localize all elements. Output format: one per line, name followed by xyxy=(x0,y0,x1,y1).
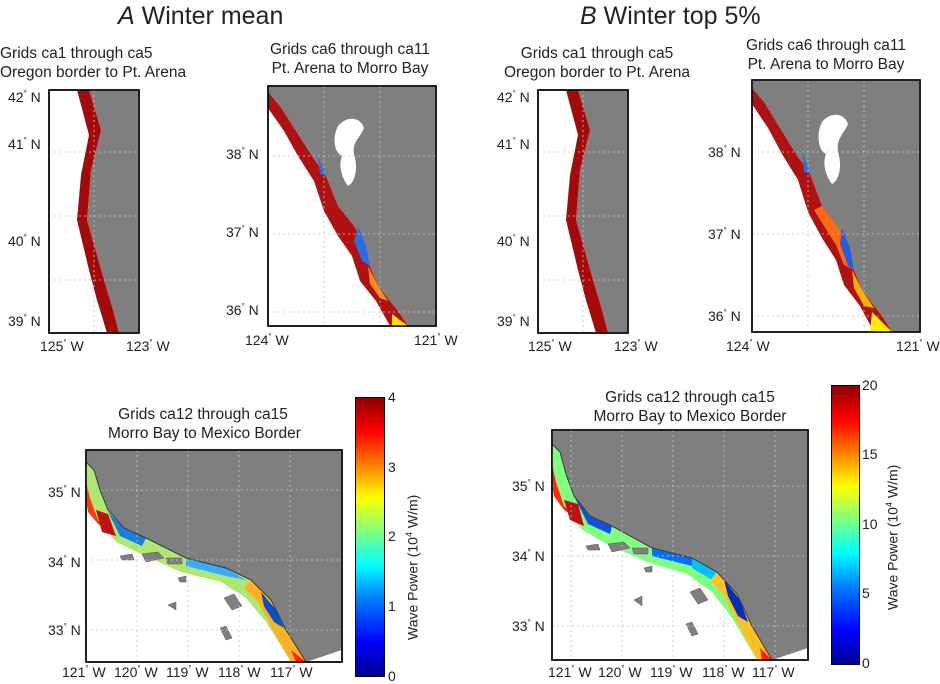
lon-tick: 120° W xyxy=(114,664,158,680)
lat-tick: 33° N xyxy=(512,618,545,634)
map-a-north xyxy=(48,89,140,334)
colorbar-tick: 20 xyxy=(862,377,878,393)
lon-tick: 121° W xyxy=(896,338,940,354)
land xyxy=(86,450,342,662)
title-line-2: Pt. Arena to Morro Bay xyxy=(271,60,429,77)
colorbar-tick: 1 xyxy=(388,598,396,614)
land xyxy=(84,90,139,333)
lat-tick: 36° N xyxy=(226,302,259,318)
lat-tick: 40° N xyxy=(497,233,530,249)
panel-a-south-title: Grids ca12 through ca15 Morro Bay to Mex… xyxy=(108,405,301,443)
map-a-south xyxy=(85,449,343,663)
land xyxy=(268,86,436,326)
lon-tick: 118° W xyxy=(218,664,261,680)
coast-shore xyxy=(551,443,773,661)
panel-b-south-title: Grids ca12 through ca15 Morro Bay to Mex… xyxy=(580,388,800,426)
header-a-letter: A xyxy=(118,2,135,30)
lon-tick: 123° W xyxy=(614,338,658,354)
colorbar-tick: 0 xyxy=(388,668,396,684)
lat-tick: 42° N xyxy=(497,89,530,105)
land xyxy=(552,430,808,660)
header-a: A Winter mean xyxy=(118,2,283,31)
lat-tick: 42° N xyxy=(8,89,41,105)
lat-tick: 38° N xyxy=(708,144,741,160)
title-line-1: Grids ca12 through ca15 xyxy=(605,389,775,406)
lon-tick: 120° W xyxy=(598,664,642,680)
panel-a-north-title: Grids ca1 through ca5 Oregon border to P… xyxy=(0,44,187,82)
map-a-central xyxy=(267,85,437,327)
lat-tick: 37° N xyxy=(226,224,259,240)
wave-band xyxy=(77,90,119,333)
colorbar-tick: 3 xyxy=(388,459,396,475)
colorbar-a-label: Wave Power (104 W/m) xyxy=(404,494,421,640)
map-b-south xyxy=(551,429,809,661)
colorbar-b xyxy=(831,385,860,665)
lon-tick: 123° W xyxy=(126,338,170,354)
title-line-2: Oregon border to Pt. Arena xyxy=(0,64,187,81)
lat-tick: 34° N xyxy=(48,554,81,570)
lat-tick: 33° N xyxy=(48,622,81,638)
lat-tick: 35° N xyxy=(512,478,545,494)
lat-tick: 36° N xyxy=(708,308,741,324)
title-line-2: Morro Bay to Mexico Border xyxy=(108,425,301,442)
lon-tick: 118° W xyxy=(702,664,745,680)
colorbar-tick: 10 xyxy=(862,516,878,532)
coast-shore xyxy=(85,461,307,663)
land xyxy=(573,90,628,333)
panel-b-central-title: Grids ca6 through ca11 Pt. Arena to Morr… xyxy=(738,36,914,74)
lon-tick: 121° W xyxy=(62,664,106,680)
colorbar-tick: 0 xyxy=(862,655,870,671)
title-line-1: Grids ca1 through ca5 xyxy=(0,45,153,62)
lon-tick: 119° W xyxy=(650,664,693,680)
bay xyxy=(334,118,364,186)
header-b-text: Winter top 5% xyxy=(603,2,761,30)
title-line-1: Grids ca1 through ca5 xyxy=(520,45,674,62)
panel-a-central-title: Grids ca6 through ca11 Pt. Arena to Morr… xyxy=(262,40,438,78)
lat-tick: 40° N xyxy=(8,233,41,249)
panel-b-north-title: Grids ca1 through ca5 Oregon border to P… xyxy=(492,44,702,82)
title-line-2: Oregon border to Pt. Arena xyxy=(503,64,691,81)
lon-tick: 124° W xyxy=(245,332,289,348)
title-line-2: Morro Bay to Mexico Border xyxy=(593,408,787,425)
lat-tick: 41° N xyxy=(497,136,530,152)
title-line-1: Grids ca6 through ca11 xyxy=(746,37,906,54)
lon-tick: 125° W xyxy=(528,338,572,354)
title-line-1: Grids ca12 through ca15 xyxy=(118,406,288,423)
title-line-2: Pt. Arena to Morro Bay xyxy=(747,56,905,73)
colorbar-tick: 15 xyxy=(862,446,878,462)
header-b-letter: B xyxy=(580,2,597,30)
land xyxy=(752,80,920,332)
lon-tick: 121° W xyxy=(414,332,458,348)
colorbar-b-label: Wave Power (104 W/m) xyxy=(884,464,901,610)
header-a-text: Winter mean xyxy=(141,2,284,30)
lon-tick: 117° W xyxy=(270,664,313,680)
wave-band xyxy=(566,90,608,333)
lat-tick: 38° N xyxy=(226,146,259,162)
map-b-north xyxy=(537,89,629,334)
lon-tick: 121° W xyxy=(548,664,592,680)
colorbar-a xyxy=(355,397,385,677)
lon-tick: 119° W xyxy=(166,664,209,680)
lat-tick: 39° N xyxy=(8,313,41,329)
colorbar-tick: 2 xyxy=(388,528,396,544)
lon-tick: 124° W xyxy=(726,338,770,354)
lat-tick: 39° N xyxy=(497,313,530,329)
map-b-central xyxy=(751,79,921,333)
wave-band xyxy=(268,92,408,326)
lat-tick: 35° N xyxy=(48,484,81,500)
header-b: B Winter top 5% xyxy=(580,2,761,31)
colorbar-tick: 4 xyxy=(388,389,396,405)
lat-tick: 34° N xyxy=(512,548,545,564)
lat-tick: 41° N xyxy=(8,136,41,152)
lat-tick: 37° N xyxy=(708,226,741,242)
bay xyxy=(818,114,848,184)
lon-tick: 125° W xyxy=(40,338,84,354)
lon-tick: 117° W xyxy=(752,664,795,680)
title-line-1: Grids ca6 through ca11 xyxy=(270,41,430,58)
colorbar-tick: 5 xyxy=(862,585,870,601)
